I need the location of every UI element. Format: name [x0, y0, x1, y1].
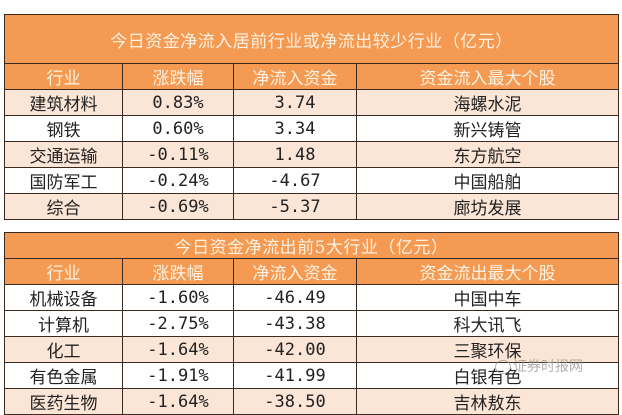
inflow-table: 今日资金净流入居前行业或净流出较少行业（亿元） 行业 涨跌幅 净流入资金 资金流… [4, 14, 619, 220]
col-industry: 行业 [4, 258, 123, 285]
net-inflow-cell: 3.34 [233, 115, 357, 142]
top-stock-cell: 白银有色 [355, 362, 620, 389]
top-stock-cell: 廊坊发展 [356, 193, 619, 220]
net-inflow-cell: -5.37 [233, 193, 357, 220]
inflow-table-title: 今日资金净流入居前行业或净流出较少行业（亿元） [4, 14, 619, 64]
industry-cell: 化工 [4, 336, 123, 363]
industry-cell: 有色金属 [4, 362, 123, 389]
change-cell: -0.11% [122, 141, 234, 168]
net-inflow-cell: -4.67 [233, 167, 357, 194]
col-net-inflow: 净流入资金 [233, 63, 357, 90]
change-cell: -0.24% [122, 167, 234, 194]
change-cell: -1.60% [122, 284, 234, 311]
industry-cell: 综合 [4, 193, 123, 220]
top-stock-cell: 中国中车 [355, 284, 620, 311]
net-inflow-cell: -46.49 [233, 284, 357, 311]
col-top-stock: 资金流入最大个股 [356, 63, 619, 90]
top-stock-cell: 科大讯飞 [355, 310, 620, 337]
col-industry: 行业 [4, 63, 123, 90]
table-row: 交通运输 -0.11% 1.48 东方航空 [4, 141, 619, 168]
table-row: 机械设备 -1.60% -46.49 中国中车 [4, 284, 620, 311]
table-row: 钢铁 0.60% 3.34 新兴铸管 [4, 115, 619, 142]
industry-cell: 国防军工 [4, 167, 123, 194]
net-inflow-cell: 3.74 [233, 89, 357, 116]
top-stock-cell: 中国船舶 [356, 167, 619, 194]
table-row: 有色金属 -1.91% -41.99 白银有色 [4, 362, 620, 389]
change-cell: -0.69% [122, 193, 234, 220]
col-net-inflow: 净流入资金 [233, 258, 357, 285]
change-cell: -2.75% [122, 310, 234, 337]
net-inflow-cell: 1.48 [233, 141, 357, 168]
table-row: 国防军工 -0.24% -4.67 中国船舶 [4, 167, 619, 194]
industry-cell: 钢铁 [4, 115, 123, 142]
table-row: 建筑材料 0.83% 3.74 海螺水泥 [4, 89, 619, 116]
col-top-stock: 资金流出最大个股 [355, 258, 620, 285]
table-row: 化工 -1.64% -42.00 三聚环保 [4, 336, 620, 363]
top-stock-cell: 东方航空 [356, 141, 619, 168]
top-stock-cell: 新兴铸管 [356, 115, 619, 142]
net-inflow-cell: -42.00 [233, 336, 357, 363]
table-row: 综合 -0.69% -5.37 廊坊发展 [4, 193, 619, 220]
industry-cell: 机械设备 [4, 284, 123, 311]
outflow-table-title: 今日资金净流出前5大行业（亿元） [3, 232, 620, 259]
inflow-table-header: 行业 涨跌幅 净流入资金 资金流入最大个股 [4, 63, 619, 90]
col-change: 涨跌幅 [122, 63, 234, 90]
net-inflow-cell: -43.38 [233, 310, 357, 337]
outflow-table-header: 行业 涨跌幅 净流入资金 资金流出最大个股 [4, 258, 620, 285]
industry-cell: 交通运输 [4, 141, 123, 168]
change-cell: 0.60% [122, 115, 234, 142]
net-inflow-cell: -41.99 [233, 362, 357, 389]
top-stock-cell: 海螺水泥 [356, 89, 619, 116]
industry-cell: 建筑材料 [4, 89, 123, 116]
table-row: 计算机 -2.75% -43.38 科大讯飞 [4, 310, 620, 337]
industry-cell: 计算机 [4, 310, 123, 337]
outflow-table: 今日资金净流出前5大行业（亿元） 行业 涨跌幅 净流入资金 资金流出最大个股 机… [3, 232, 620, 415]
change-cell: -1.64% [122, 336, 234, 363]
top-stock-cell: 三聚环保 [355, 336, 620, 363]
col-change: 涨跌幅 [122, 258, 234, 285]
change-cell: -1.91% [122, 362, 234, 389]
change-cell: 0.83% [122, 89, 234, 116]
